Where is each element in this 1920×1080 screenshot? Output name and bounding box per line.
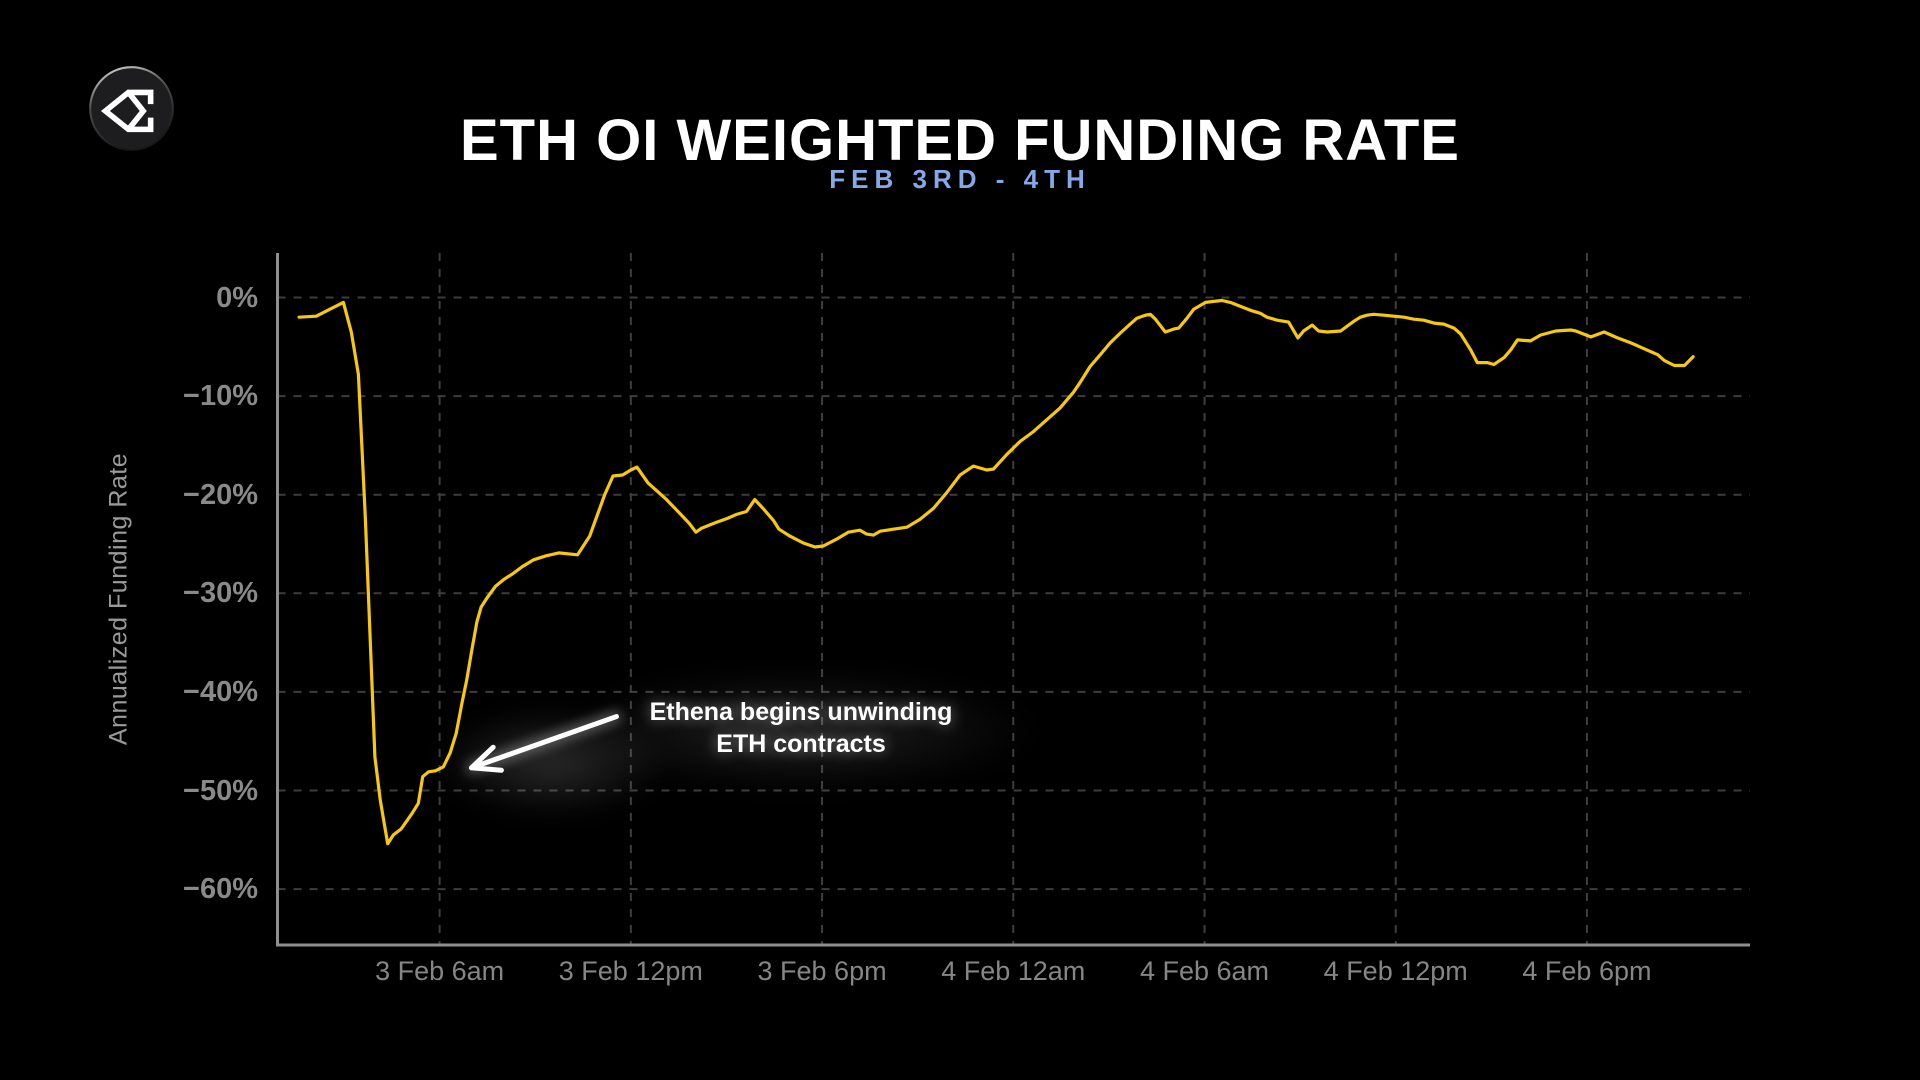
y-tick-label: −50% <box>183 774 258 807</box>
chart-subtitle: FEB 3RD - 4TH <box>829 164 1091 194</box>
chart-title: ETH OI WEIGHTED FUNDING RATE <box>459 107 1460 173</box>
y-tick-label: −40% <box>183 675 258 708</box>
annotation-arrow <box>465 711 622 774</box>
x-tick-label: 4 Feb 6am <box>1139 956 1270 986</box>
y-tick-label: −60% <box>183 873 258 906</box>
x-tick-label: 4 Feb 12pm <box>1323 956 1468 986</box>
gridlines <box>277 253 1750 945</box>
funding-rate-series <box>297 298 1695 846</box>
y-tick-label: −20% <box>183 478 258 511</box>
annotation-line2: ETH contracts <box>716 730 886 759</box>
annotation-callout: Ethena begins unwinding ETH contracts <box>650 696 953 761</box>
x-tick-label: 3 Feb 6pm <box>757 956 887 986</box>
y-tick-label: 0% <box>216 281 258 314</box>
x-tick-label: 4 Feb 12am <box>941 956 1086 986</box>
funding-rate-line <box>297 298 1695 846</box>
ethena-logo-icon <box>88 65 175 152</box>
x-tick-label: 4 Feb 6pm <box>1522 956 1652 986</box>
axes <box>276 253 1750 947</box>
y-tick-label: −30% <box>183 577 258 610</box>
x-tick-label: 3 Feb 12pm <box>558 956 703 986</box>
y-tick-label: −10% <box>183 380 258 413</box>
arrow-head <box>469 744 504 773</box>
annotation-line1: Ethena begins unwinding <box>649 697 953 726</box>
y-axis-title: Annualized Funding Rate <box>104 452 133 746</box>
x-tick-label: 3 Feb 6am <box>375 956 505 986</box>
arrow-shaft <box>468 714 619 771</box>
